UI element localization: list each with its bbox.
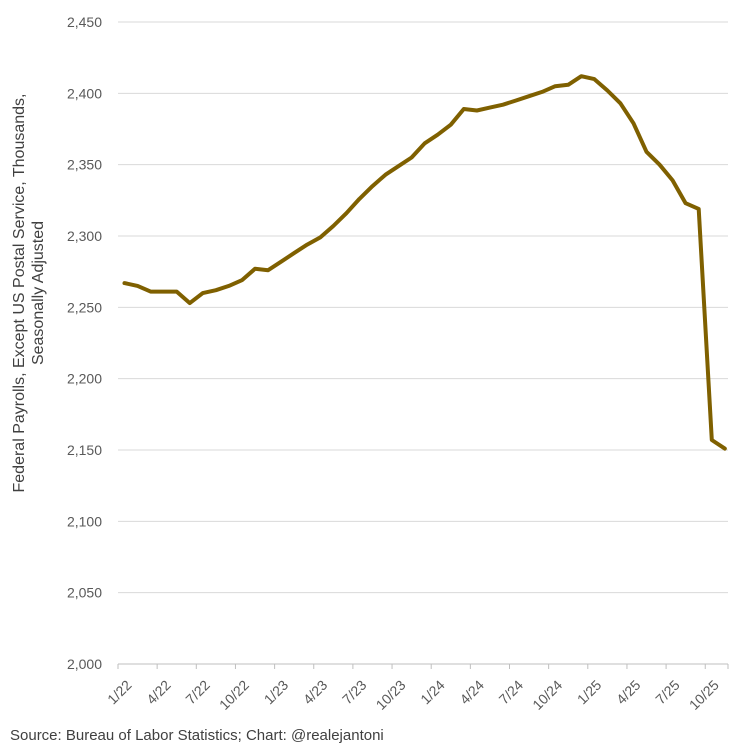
y-axis-label-line: Federal Payrolls, Except US Postal Servi… [11, 94, 28, 493]
gridlines [118, 21, 728, 594]
y-axis-label-line: Seasonally Adjusted [30, 221, 47, 365]
source-note: Source: Bureau of Labor Statistics; Char… [10, 727, 384, 744]
y-tick-label: 2,450 [67, 14, 102, 30]
y-tick-label: 2,200 [67, 371, 102, 387]
series-layer [122, 74, 727, 451]
x-tick-label: 7/24 [496, 677, 527, 708]
x-tick-label: 1/22 [104, 677, 135, 708]
x-tick-label: 4/23 [300, 677, 331, 708]
y-tick-label: 2,300 [67, 228, 102, 244]
x-tick-label: 1/24 [417, 677, 448, 708]
y-tick-label: 2,400 [67, 85, 102, 101]
y-axis-ticks: 2,000 2,050 2,100 2,150 2,200 2,250 2,300 2,350… [67, 14, 102, 672]
x-tick-label: 10/22 [216, 677, 252, 713]
x-tick-label: 7/22 [182, 677, 213, 708]
x-axis-ticks: 1/22 4/22 7/22 10/22 1/23 4/23 7/23 10/23 1/24 4/… [104, 664, 729, 713]
y-tick-label: 2,000 [67, 656, 102, 672]
x-tick-label: 4/25 [613, 677, 644, 708]
x-tick-label: 10/23 [373, 677, 409, 713]
y-tick-label: 2,050 [67, 585, 102, 601]
y-tick-label: 2,100 [67, 513, 102, 529]
series-line [122, 74, 727, 451]
y-tick-label: 2,150 [67, 442, 102, 458]
x-tick-label: 1/23 [261, 677, 292, 708]
x-tick-label: 4/22 [143, 677, 174, 708]
x-tick-label: 4/24 [456, 677, 487, 708]
x-tick-label: 1/25 [574, 677, 605, 708]
x-tick-label: 10/25 [686, 677, 722, 713]
y-tick-label: 2,350 [67, 157, 102, 173]
y-axis-label: Federal Payrolls, Except US Postal Servi… [11, 94, 47, 493]
x-tick-label: 7/23 [339, 677, 370, 708]
y-tick-label: 2,250 [67, 299, 102, 315]
x-tick-label: 10/24 [529, 677, 565, 713]
x-tick-label: 7/25 [652, 677, 683, 708]
